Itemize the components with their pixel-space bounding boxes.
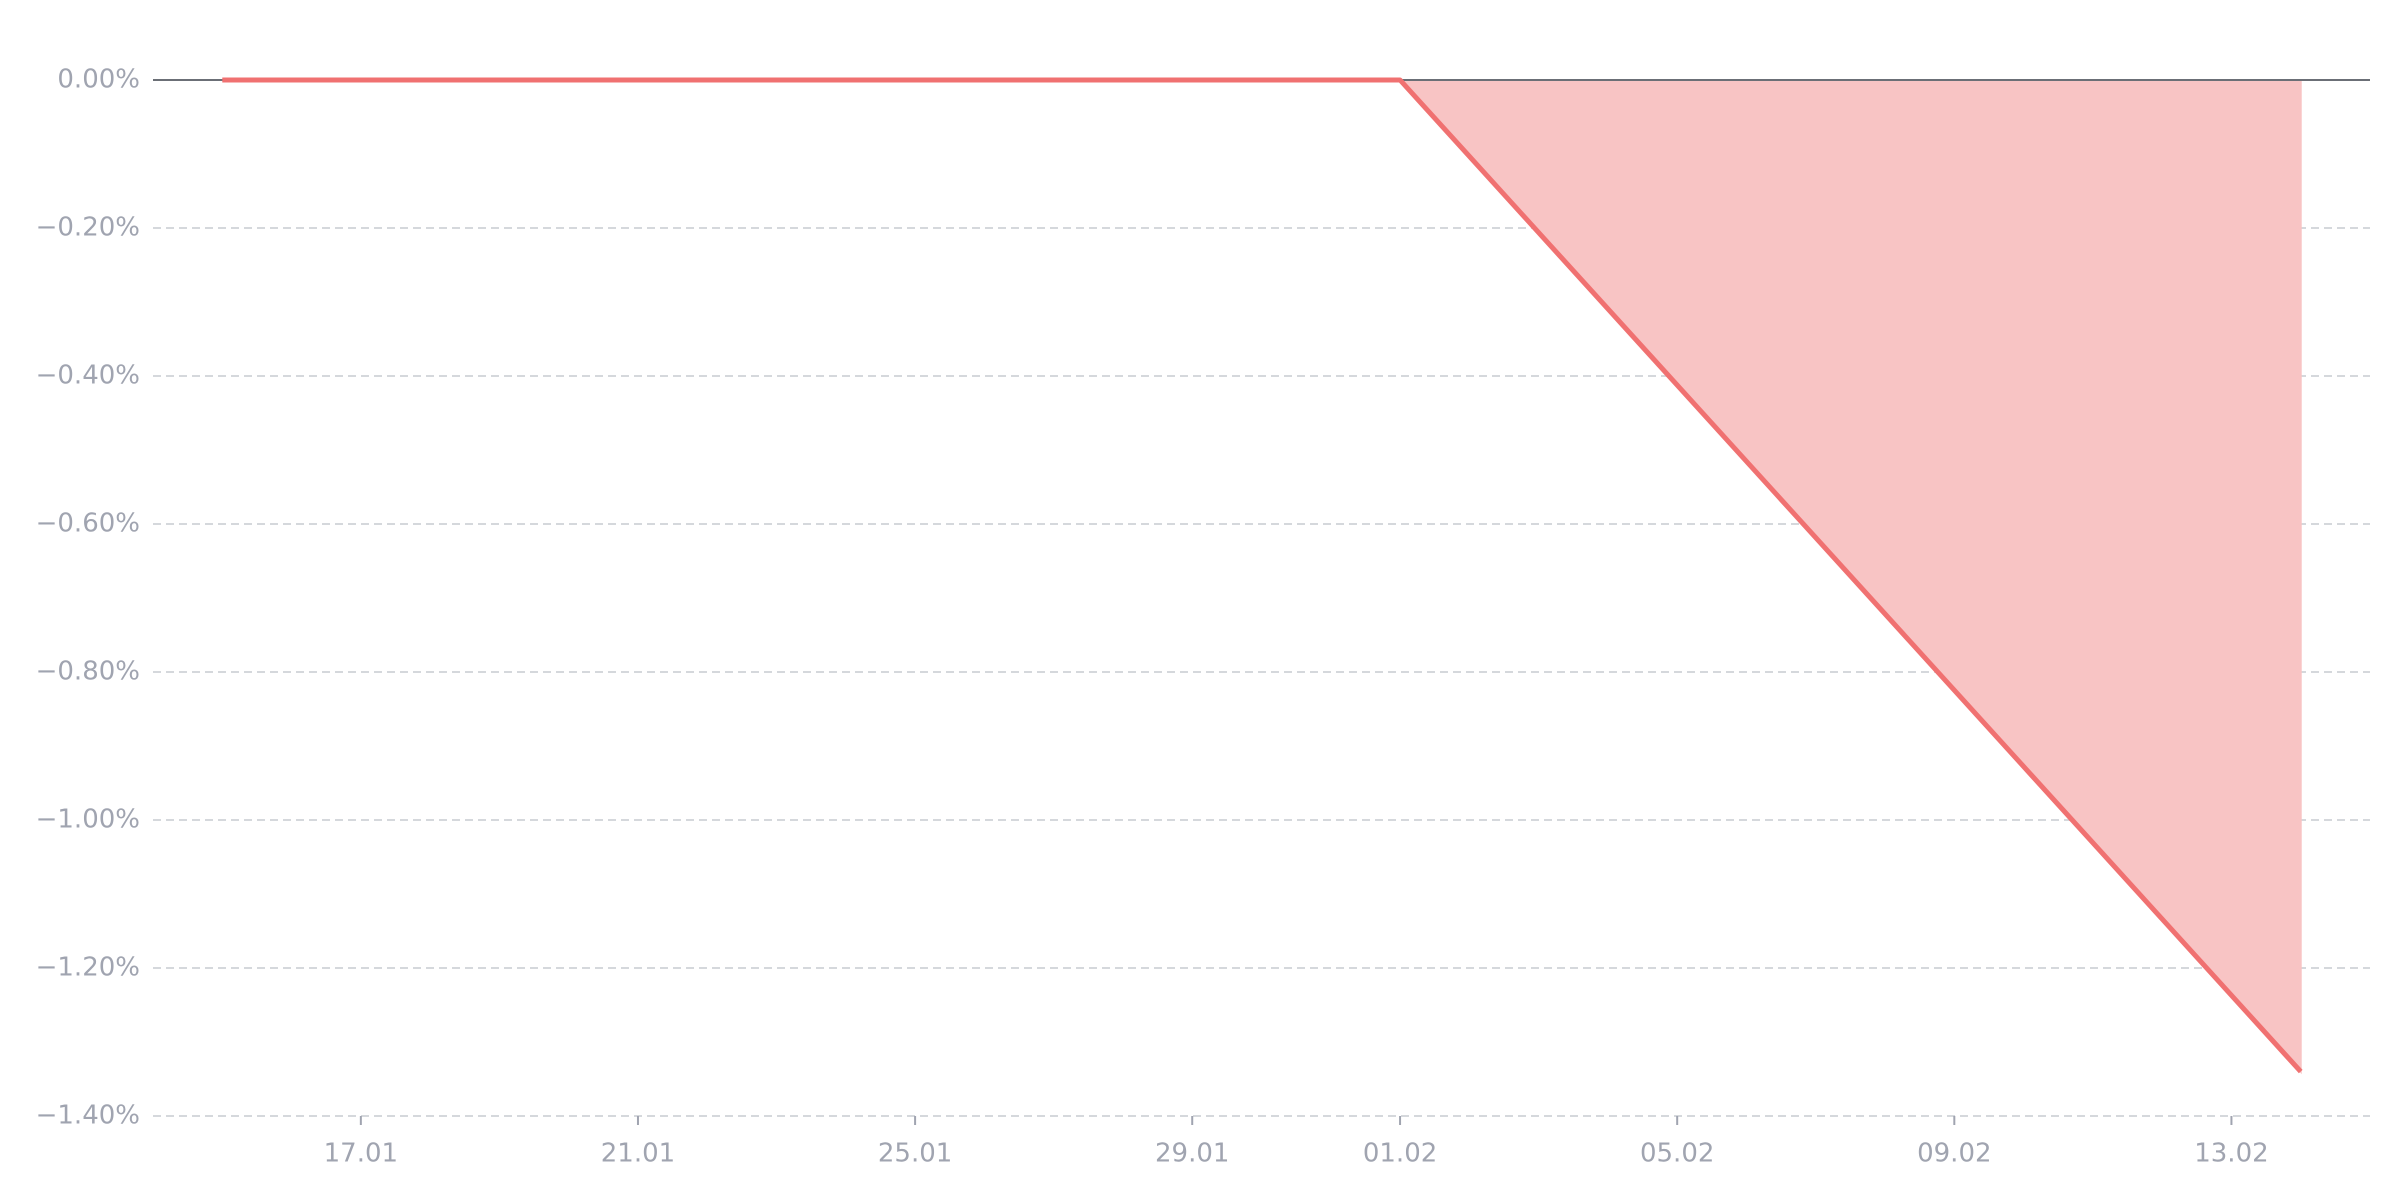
y-tick-label: −1.40%: [36, 1101, 140, 1131]
y-tick-label: −0.20%: [36, 213, 140, 243]
x-tick-label: 17.01: [324, 1139, 398, 1169]
x-tick-label: 09.02: [1917, 1139, 1991, 1169]
x-tick-label: 05.02: [1640, 1139, 1714, 1169]
x-tick-label: 01.02: [1363, 1139, 1437, 1169]
y-tick-label: −0.40%: [36, 361, 140, 391]
y-tick-label: −0.60%: [36, 509, 140, 539]
x-tick-label: 25.01: [878, 1139, 952, 1169]
y-tick-label: −1.20%: [36, 953, 140, 983]
y-tick-label: −1.00%: [36, 805, 140, 835]
y-tick-label: 0.00%: [57, 65, 140, 95]
x-tick-label: 29.01: [1155, 1139, 1229, 1169]
line: [222, 77, 2303, 1074]
x-tick-label: 21.01: [601, 1139, 675, 1169]
x-tick-label: 13.02: [2194, 1139, 2268, 1169]
y-tick-label: −0.80%: [36, 657, 140, 687]
